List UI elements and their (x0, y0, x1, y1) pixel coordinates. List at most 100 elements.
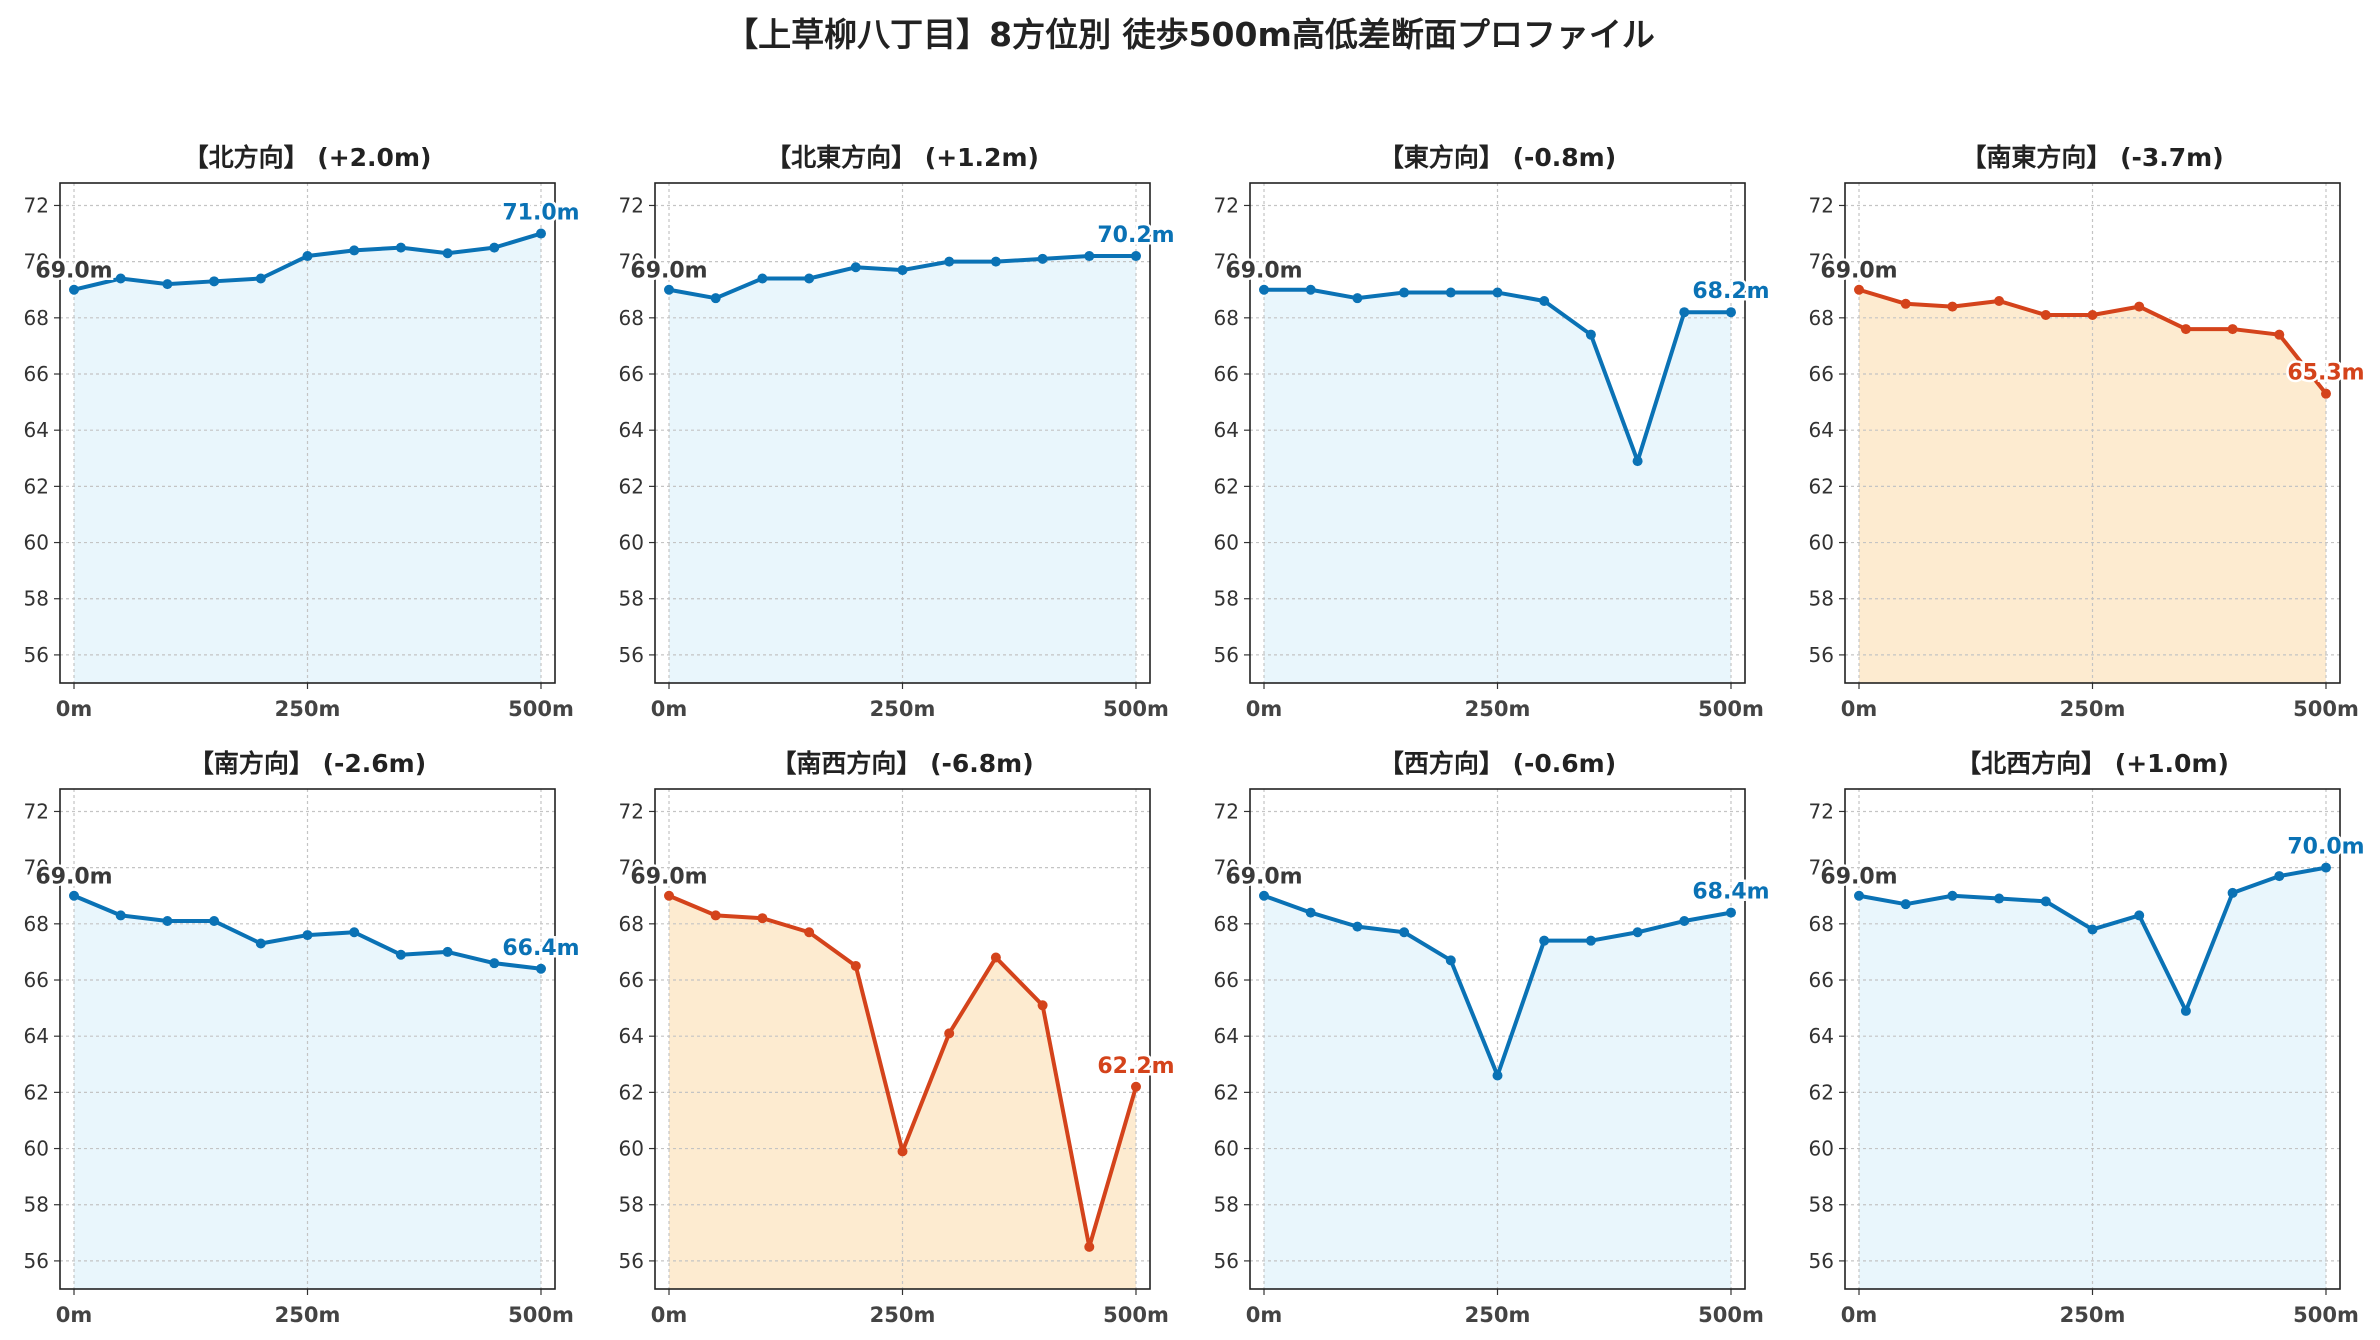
y-tick-label: 72 (1214, 799, 1239, 823)
y-tick-label: 66 (1809, 362, 1834, 386)
x-tick-label: 500m (1698, 1303, 1764, 1327)
data-point (69, 284, 80, 295)
data-point (1725, 307, 1736, 318)
y-tick-label: 66 (24, 968, 49, 992)
data-point (1084, 1241, 1095, 1252)
x-tick-label: 250m (870, 1303, 936, 1327)
data-point (1492, 287, 1503, 298)
data-point (302, 930, 313, 941)
y-tick-label: 70 (1809, 250, 1834, 274)
y-tick-label: 60 (1214, 531, 1239, 555)
x-tick-label: 250m (870, 697, 936, 721)
y-tick-label: 64 (1809, 1024, 1834, 1048)
data-point (535, 963, 546, 974)
y-tick-label: 60 (24, 531, 49, 555)
y-tick-label: 64 (619, 418, 644, 442)
y-tick-label: 60 (619, 1137, 644, 1161)
y-tick-label: 70 (24, 250, 49, 274)
data-point (162, 279, 173, 290)
y-tick-label: 62 (1809, 474, 1834, 498)
y-tick-label: 72 (619, 799, 644, 823)
data-point (535, 228, 546, 239)
y-tick-label: 64 (1214, 418, 1239, 442)
data-point (1679, 916, 1690, 927)
y-tick-label: 58 (24, 587, 49, 611)
data-point (1994, 893, 2005, 904)
data-point (2320, 862, 2331, 873)
chart-panel-2: 【東方向】 (-0.8m) 56 58 60 62 64 66 68 70 72 0m 250m 500… (1214, 143, 1773, 721)
data-point (990, 952, 1001, 963)
y-tick-label: 68 (1214, 912, 1239, 936)
y-tick-label: 62 (24, 474, 49, 498)
y-tick-label: 70 (1214, 856, 1239, 880)
y-tick-label: 72 (619, 193, 644, 217)
data-point (2227, 324, 2238, 335)
end-elevation-label: 66.4m (502, 936, 579, 961)
y-tick-label: 62 (24, 1080, 49, 1104)
x-tick-label: 0m (1246, 697, 1283, 721)
data-point (442, 248, 453, 259)
y-tick-label: 58 (619, 587, 644, 611)
data-point (850, 960, 861, 971)
y-tick-label: 62 (619, 1080, 644, 1104)
chart-panel-6: 【西方向】 (-0.6m) 56 58 60 62 64 66 68 70 72 0m 250m 500… (1214, 749, 1773, 1327)
x-tick-label: 500m (1103, 697, 1169, 721)
panel-title: 【南方向】 (-2.6m) (189, 749, 426, 778)
data-point (1037, 1000, 1048, 1011)
y-tick-label: 66 (1809, 968, 1834, 992)
y-tick-label: 60 (619, 531, 644, 555)
data-point (1854, 890, 1865, 901)
x-tick-label: 500m (2293, 697, 2359, 721)
y-tick-label: 68 (24, 306, 49, 330)
y-tick-label: 56 (619, 643, 644, 667)
x-tick-label: 250m (275, 1303, 341, 1327)
y-tick-label: 66 (619, 968, 644, 992)
data-point (1259, 890, 1270, 901)
plot-frame (59, 182, 556, 684)
data-point (349, 245, 360, 256)
y-tick-label: 62 (619, 474, 644, 498)
y-tick-label: 68 (619, 912, 644, 936)
data-point (2274, 871, 2285, 882)
data-point (1352, 921, 1363, 932)
data-point (442, 946, 453, 957)
start-elevation-label: 69.0m (35, 865, 112, 890)
data-point (2227, 887, 2238, 898)
data-point (1947, 301, 1958, 312)
y-tick-label: 70 (1809, 856, 1834, 880)
end-elevation-label: 68.2m (1692, 279, 1769, 304)
data-point (1084, 251, 1095, 262)
start-elevation-label: 69.0m (630, 259, 707, 284)
data-point (1492, 1070, 1503, 1081)
x-tick-label: 500m (508, 1303, 574, 1327)
data-point (1539, 935, 1550, 946)
data-point (1900, 298, 1911, 309)
x-tick-label: 0m (1841, 697, 1878, 721)
data-point (1854, 284, 1865, 295)
end-elevation-label: 62.2m (1097, 1054, 1174, 1079)
start-elevation-label: 69.0m (630, 865, 707, 890)
data-point (1632, 456, 1643, 467)
y-tick-label: 70 (619, 856, 644, 880)
data-point (395, 242, 406, 253)
y-tick-label: 58 (619, 1193, 644, 1217)
data-point (944, 256, 955, 267)
y-tick-label: 68 (619, 306, 644, 330)
plot-frame (1844, 788, 2341, 1290)
data-point (489, 958, 500, 969)
panel-title: 【南西方向】 (-6.8m) (771, 749, 1033, 778)
area-fill (669, 256, 1136, 683)
data-point (2274, 329, 2285, 340)
y-tick-label: 70 (619, 250, 644, 274)
data-point (897, 265, 908, 276)
y-tick-label: 70 (1214, 250, 1239, 274)
data-point (1632, 927, 1643, 938)
data-point (115, 910, 126, 921)
y-tick-label: 58 (1214, 587, 1239, 611)
y-tick-label: 56 (1214, 1249, 1239, 1273)
data-point (1947, 890, 1958, 901)
y-tick-label: 72 (1809, 193, 1834, 217)
y-tick-label: 68 (1809, 912, 1834, 936)
x-tick-label: 250m (1465, 1303, 1531, 1327)
